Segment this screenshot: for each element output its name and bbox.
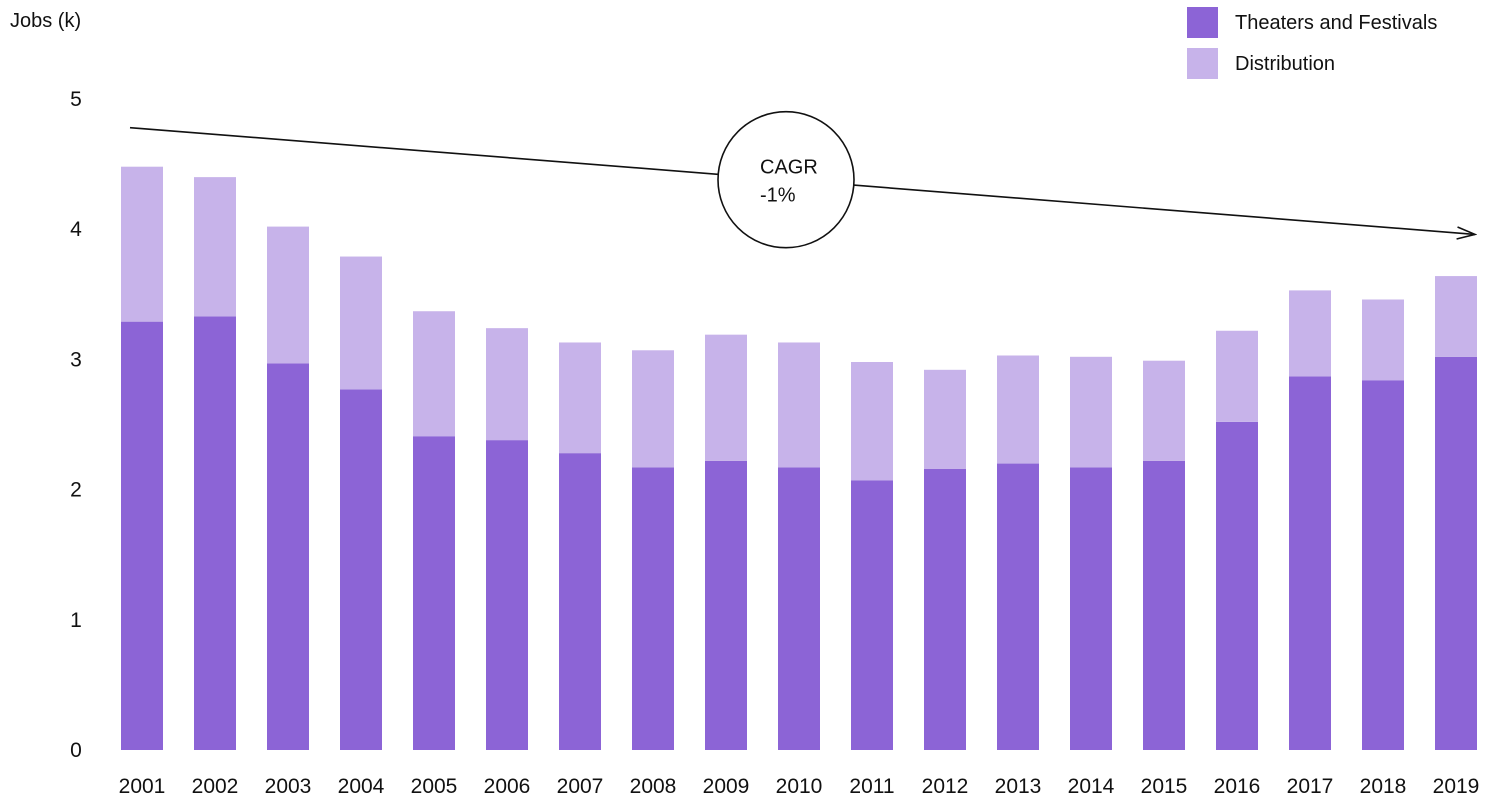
y-axis-ticks: 0 1 2 3 4 5 <box>70 88 82 762</box>
x-tick-label: 2003 <box>265 775 312 798</box>
cagr-circle <box>717 110 855 249</box>
bar-segment-theaters <box>1143 460 1185 750</box>
bar-segment-distribution <box>1435 276 1477 357</box>
x-tick-label: 2001 <box>119 775 166 798</box>
x-tick-label: 2002 <box>192 775 239 798</box>
bar-segment-theaters <box>778 467 820 750</box>
bar-segment-distribution <box>997 355 1039 464</box>
legend: Theaters and Festivals Distribution <box>1187 7 1437 79</box>
bar-segment-theaters <box>121 321 163 750</box>
x-tick-label: 2014 <box>1068 775 1115 798</box>
x-tick-label: 2011 <box>849 775 894 798</box>
y-tick-label: 0 <box>70 739 82 762</box>
bar-segment-distribution <box>851 362 893 481</box>
x-axis-ticks: 2001 2002 2003 2004 2005 2006 2007 2008 2009 2010… <box>119 775 1480 798</box>
bar-segment-theaters <box>632 467 674 750</box>
x-tick-label: 2008 <box>630 775 677 798</box>
bar-segment-theaters <box>705 460 747 750</box>
bars-group <box>121 166 1477 750</box>
bar-segment-distribution <box>121 166 163 322</box>
x-tick-label: 2013 <box>995 775 1042 798</box>
bar-segment-distribution <box>559 342 601 454</box>
bar-segment-distribution <box>705 334 747 461</box>
bar-segment-theaters <box>413 436 455 750</box>
bar-segment-distribution <box>413 311 455 437</box>
legend-label: Distribution <box>1235 53 1335 75</box>
cagr-label: CAGR <box>760 157 818 179</box>
x-tick-label: 2004 <box>338 775 385 798</box>
bar-segment-distribution <box>267 226 309 364</box>
bar-segment-distribution <box>1362 299 1404 381</box>
bar-segment-theaters <box>194 316 236 750</box>
bar-segment-distribution <box>924 369 966 469</box>
legend-swatch <box>1187 48 1218 79</box>
bar-segment-theaters <box>851 480 893 750</box>
y-axis-label: Jobs (k) <box>10 10 81 32</box>
x-tick-label: 2006 <box>484 775 531 798</box>
x-tick-label: 2007 <box>557 775 604 798</box>
bar-segment-theaters <box>1289 376 1331 750</box>
bar-segment-distribution <box>340 256 382 390</box>
x-tick-label: 2009 <box>703 775 750 798</box>
y-tick-label: 3 <box>70 348 82 371</box>
x-tick-label: 2005 <box>411 775 458 798</box>
cagr-annotation: CAGR -1% <box>129 110 1475 249</box>
bar-segment-distribution <box>778 342 820 468</box>
x-tick-label: 2019 <box>1433 775 1480 798</box>
bar-segment-distribution <box>486 328 528 441</box>
bar-segment-theaters <box>267 363 309 750</box>
cagr-value: -1% <box>760 185 796 207</box>
y-tick-label: 2 <box>70 479 82 502</box>
legend-label: Theaters and Festivals <box>1235 12 1437 34</box>
bar-segment-distribution <box>632 350 674 468</box>
bar-segment-distribution <box>1070 356 1112 468</box>
bar-segment-theaters <box>1435 356 1477 750</box>
bar-segment-theaters <box>340 389 382 750</box>
y-tick-label: 4 <box>70 218 82 241</box>
bar-segment-theaters <box>997 463 1039 750</box>
bar-segment-distribution <box>1289 290 1331 377</box>
x-tick-label: 2010 <box>776 775 823 798</box>
x-tick-label: 2017 <box>1287 775 1334 798</box>
bar-segment-theaters <box>1216 421 1258 750</box>
legend-swatch <box>1187 7 1218 38</box>
bar-segment-distribution <box>1143 360 1185 461</box>
y-tick-label: 5 <box>70 88 82 111</box>
bar-segment-theaters <box>1362 380 1404 750</box>
x-tick-label: 2016 <box>1214 775 1261 798</box>
bar-segment-distribution <box>194 177 236 317</box>
y-tick-label: 1 <box>70 609 82 632</box>
x-tick-label: 2015 <box>1141 775 1188 798</box>
bar-segment-theaters <box>924 468 966 750</box>
bar-segment-theaters <box>1070 467 1112 750</box>
x-tick-label: 2018 <box>1360 775 1407 798</box>
bar-segment-distribution <box>1216 330 1258 422</box>
bar-segment-theaters <box>559 453 601 750</box>
x-tick-label: 2012 <box>922 775 969 798</box>
bar-segment-theaters <box>486 440 528 750</box>
